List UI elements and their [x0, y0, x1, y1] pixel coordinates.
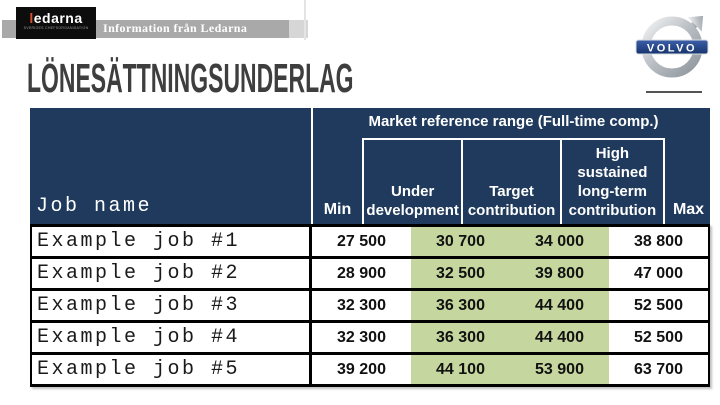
column-header-under-development: Under development — [366, 183, 459, 219]
max-value: 52 500 — [634, 296, 683, 314]
column-header-min: Min — [323, 201, 352, 218]
market-range-box: Under development Target contribution Hi… — [362, 138, 665, 224]
column-header-target-contribution: Target contribution — [461, 140, 559, 224]
min-value: 39 200 — [337, 360, 386, 378]
target-contribution-value: 34 000 — [510, 227, 609, 256]
banner-text: Information från Ledarna — [103, 21, 248, 35]
job-name-cell: Example job #3 — [32, 291, 312, 320]
table-row: Example job #2 28 900 32 500 39 800 47 0… — [30, 259, 710, 291]
ledarna-wordmark: ledarna — [29, 11, 82, 25]
under-development-value: 32 500 — [411, 259, 510, 288]
header-gray-band-end — [289, 20, 308, 38]
max-value: 63 700 — [634, 360, 683, 378]
ledarna-subtext: SVERIGES CHEFSORGANISATION — [23, 26, 89, 31]
banner-divider-line — [304, 0, 306, 40]
volvo-band — [635, 39, 709, 55]
target-contribution-value: 44 400 — [510, 291, 609, 320]
table-header: Job name Market reference range (Full-ti… — [30, 108, 710, 224]
ledarna-wordmark-accent-letter: l — [29, 10, 34, 26]
page-title: LÖNESÄTTNINGSUNDERLAG — [27, 55, 354, 101]
volvo-wordmark: VOLVO — [647, 43, 697, 55]
min-value: 27 500 — [337, 232, 386, 250]
target-contribution-value: 39 800 — [510, 259, 609, 288]
table-row: Example job #3 32 300 36 300 44 400 52 5… — [30, 291, 710, 323]
min-value: 32 300 — [337, 296, 386, 314]
job-name-cell: Example job #5 — [32, 355, 312, 384]
min-value: 28 900 — [337, 264, 386, 282]
max-value: 52 500 — [634, 328, 683, 346]
volvo-underline — [646, 91, 702, 93]
min-value: 32 300 — [337, 328, 386, 346]
under-development-value: 36 300 — [411, 291, 510, 320]
ledarna-logo: ledarna SVERIGES CHEFSORGANISATION — [16, 7, 96, 39]
column-header-max: Max — [672, 201, 705, 218]
table-row: Example job #4 32 300 36 300 44 400 52 5… — [30, 323, 710, 355]
market-reference-range-header: Market reference range (Full-time comp.) — [368, 113, 659, 130]
table-body: Example job #1 27 500 30 700 34 000 38 8… — [30, 224, 710, 387]
volvo-logo: VOLVO — [635, 15, 709, 78]
target-contribution-value: 44 400 — [510, 323, 609, 352]
table-row: Example job #5 39 200 44 100 53 900 63 7… — [30, 355, 710, 387]
table-row: Example job #1 27 500 30 700 34 000 38 8… — [30, 227, 710, 259]
under-development-value: 30 700 — [411, 227, 510, 256]
table-header-numeric: Market reference range (Full-time comp.)… — [313, 108, 710, 224]
job-name-cell: Example job #1 — [32, 227, 312, 256]
max-value: 38 800 — [634, 232, 683, 250]
salary-table: Job name Market reference range (Full-ti… — [30, 108, 710, 387]
ledarna-wordmark-rest: edarna — [33, 10, 83, 26]
target-contribution-value: 53 900 — [510, 355, 609, 384]
max-value: 47 000 — [634, 264, 683, 282]
under-development-value: 44 100 — [411, 355, 510, 384]
column-header-high-sustained: High sustained long-term contribution — [559, 140, 663, 224]
job-name-cell: Example job #4 — [32, 323, 312, 352]
under-development-value: 36 300 — [411, 323, 510, 352]
column-header-job-name: Job name — [30, 108, 313, 224]
job-name-cell: Example job #2 — [32, 259, 312, 288]
